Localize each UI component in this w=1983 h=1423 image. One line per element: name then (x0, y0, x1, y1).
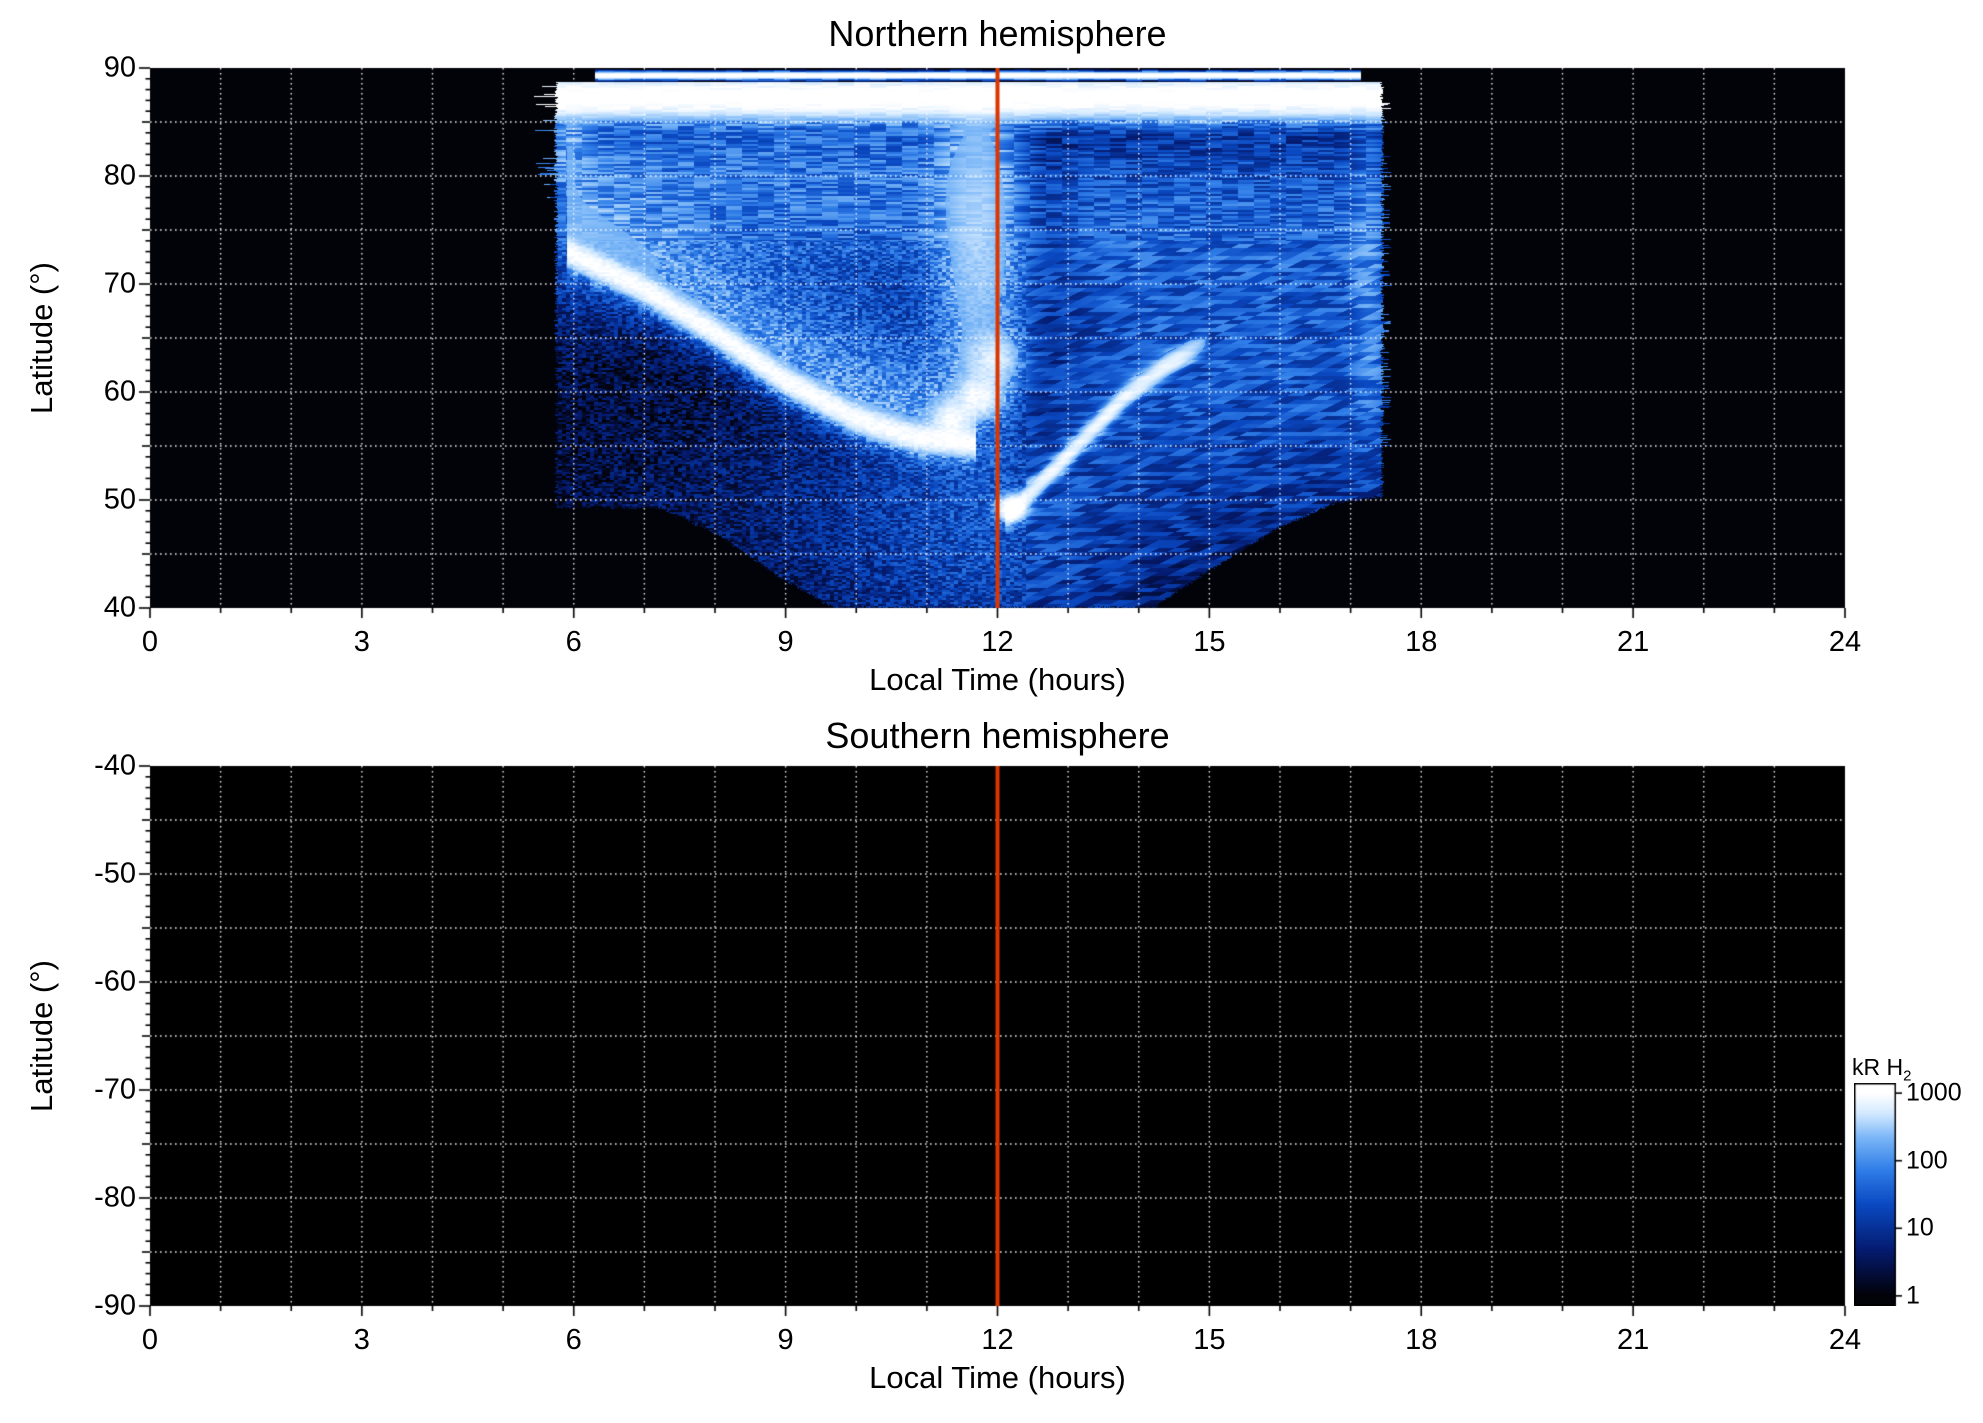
north-xtick-label: 15 (1193, 626, 1226, 658)
north-xtick-label: 18 (1405, 626, 1438, 658)
south-ytick-label: -80 (94, 1181, 136, 1214)
north-ytick-label: 70 (103, 267, 136, 300)
south-xtick-label: 3 (353, 1324, 370, 1356)
colorbar-unit-subscript: 2 (1903, 1067, 1912, 1085)
colorbar (1854, 1083, 1904, 1306)
north-xtick-label: 24 (1828, 626, 1862, 658)
north-heatmap-canvas (130, 48, 1865, 628)
south-ytick-label: -70 (94, 1073, 136, 1106)
north-xtick-label: 6 (565, 626, 582, 658)
colorbar-tick-label: 1000 (1906, 1078, 1962, 1107)
south-ytick-label: -40 (94, 749, 136, 782)
south-xtick-label: 18 (1405, 1324, 1438, 1356)
north-xaxis-label: Local Time (hours) (869, 662, 1126, 697)
north-ytick-label: 90 (103, 51, 136, 84)
north-yaxis-label: Latitude (°) (24, 262, 59, 414)
colorbar-tick-label: 100 (1906, 1146, 1948, 1175)
south-yaxis-label: Latitude (°) (24, 960, 59, 1112)
south-xtick-label: 15 (1193, 1324, 1226, 1356)
south-xtick-label: 12 (981, 1324, 1014, 1356)
south-ytick-label: -90 (94, 1289, 136, 1322)
colorbar-tick-label: 10 (1906, 1213, 1934, 1242)
north-panel-title: Northern hemisphere (828, 13, 1167, 54)
north-xtick-label: 21 (1616, 626, 1650, 658)
north-xtick-label: 9 (777, 626, 794, 658)
colorbar-tick-label: 1 (1906, 1281, 1920, 1310)
north-xtick-label: 3 (353, 626, 370, 658)
south-xtick-label: 9 (777, 1324, 794, 1356)
north-xtick-label: 12 (981, 626, 1014, 658)
south-xaxis-label: Local Time (hours) (869, 1360, 1126, 1395)
north-ytick-label: 80 (103, 159, 136, 192)
north-ytick-label: 50 (103, 483, 136, 516)
south-xtick-label: 6 (565, 1324, 582, 1356)
colorbar-unit-text: kR H (1852, 1054, 1904, 1080)
north-ytick-label: 60 (103, 375, 136, 408)
south-ytick-label: -50 (94, 857, 136, 890)
colorbar-unit-label: kR H2 (1852, 1056, 1911, 1085)
south-xtick-label: 24 (1828, 1324, 1862, 1356)
south-heatmap-canvas (130, 746, 1865, 1326)
south-xtick-label: 21 (1616, 1324, 1650, 1356)
south-xtick-label: 0 (141, 1324, 159, 1356)
north-ytick-label: 40 (103, 591, 136, 624)
south-ytick-label: -60 (94, 965, 136, 998)
north-xtick-label: 0 (141, 626, 159, 658)
